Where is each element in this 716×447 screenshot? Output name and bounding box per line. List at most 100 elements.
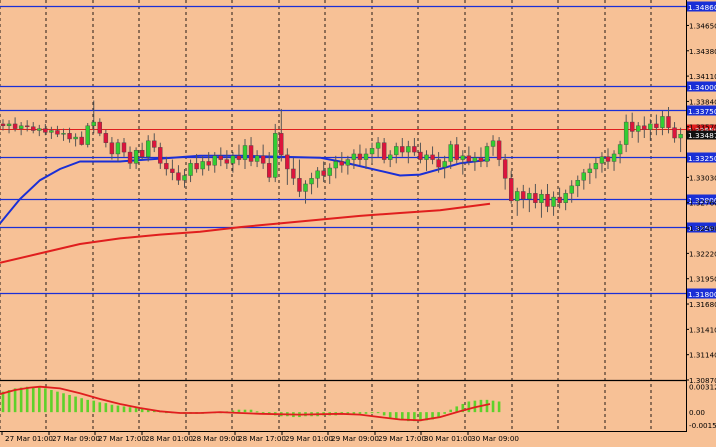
oscillator-bar	[485, 399, 489, 413]
candle-bear	[43, 128, 48, 133]
oscillator-bar	[104, 403, 108, 413]
level-label-box	[687, 194, 716, 205]
oscillator-bar	[110, 404, 114, 413]
candle-bear	[466, 155, 472, 162]
x-tick-label: 27 Mar 17:00	[98, 434, 146, 443]
level-label: 1.32500	[688, 224, 716, 233]
candle-bull	[327, 167, 332, 176]
candle-bull	[636, 125, 641, 132]
x-tick-label: 29 Mar 09:00	[331, 434, 379, 443]
oscillator-bar	[249, 409, 253, 413]
candle-bull	[49, 130, 54, 133]
candle-bull	[133, 149, 139, 164]
candle-bull	[515, 191, 520, 202]
candle-bear	[502, 159, 508, 179]
candle-bull	[351, 153, 357, 160]
oscillator-bar	[13, 388, 17, 413]
horizontal-levels: 1.34860 1.34000 1.33750 1.33250 1.32800 1.325…	[0, 1, 716, 299]
candle-bull	[182, 175, 187, 181]
candle-bull	[394, 146, 399, 156]
candle-bull	[188, 163, 193, 176]
candle-bear	[509, 178, 514, 202]
oscillator-bar	[128, 407, 132, 413]
candle-bear	[642, 125, 647, 130]
oscillator-bar	[491, 400, 495, 413]
candle-bear	[176, 172, 181, 181]
candle-bear	[206, 161, 211, 166]
oscillator-bar	[425, 412, 428, 421]
oscillator-bar	[449, 409, 452, 413]
candle-bear	[291, 168, 296, 179]
oscillator-bar	[497, 401, 501, 413]
oscillator-tick-label: -0.00156	[689, 421, 716, 430]
oscillator-bar	[455, 406, 459, 413]
candle-bear	[478, 157, 484, 162]
candle-bear	[339, 161, 344, 166]
candle-bear	[12, 123, 18, 129]
ma-fast-line	[0, 154, 491, 225]
candle-bull	[242, 145, 248, 160]
candle-bear	[224, 159, 230, 164]
candle-bull	[273, 133, 278, 178]
oscillator-tick-label: 0.00	[689, 408, 705, 417]
y-tick-label: 1.32490	[689, 224, 716, 233]
oscillator-signal-line	[0, 385, 491, 422]
candle-bull	[484, 146, 490, 162]
candle-bull	[569, 185, 574, 194]
candle-bear	[67, 133, 72, 140]
oscillator-bar	[231, 410, 235, 413]
oscillator-bar	[86, 399, 89, 413]
candle-bull	[660, 116, 665, 128]
candle-bull	[303, 183, 308, 192]
candle-bull	[551, 196, 556, 207]
candle-bear	[158, 147, 163, 164]
x-tick-label: 29 Mar 01:00	[285, 434, 333, 443]
candle-bear	[630, 121, 635, 132]
oscillator-bar	[98, 402, 102, 413]
candle-bull	[527, 193, 532, 200]
candle-bull	[85, 125, 90, 145]
level-label: 1.34000	[688, 83, 716, 92]
level-label-box	[687, 152, 716, 163]
oscillator-bar	[437, 412, 440, 418]
candle-bear	[454, 144, 459, 160]
candle-bull	[145, 140, 151, 157]
candle-bull	[309, 178, 314, 185]
candle-bull	[375, 142, 381, 149]
oscillator-bar	[407, 412, 410, 422]
candle-bull	[406, 146, 411, 153]
oscillator-bar	[461, 403, 465, 413]
level-label-box	[687, 81, 716, 92]
candle-bull	[593, 163, 599, 170]
oscillator-bar	[38, 387, 41, 413]
y-tick-label: 1.31410	[689, 325, 716, 334]
candle-bear	[430, 154, 435, 160]
moving-averages	[0, 154, 491, 264]
y-tick-label: 1.31680	[689, 300, 716, 309]
oscillator-bar	[467, 401, 471, 413]
candle-bull	[345, 159, 351, 166]
oscillator-bar	[255, 411, 259, 413]
oscillator-bar	[364, 412, 368, 414]
x-tick-label: 30 Mar 01:00	[424, 434, 472, 443]
y-tick-label: 1.34110	[689, 72, 716, 81]
oscillator-bar	[237, 409, 241, 413]
candle-bear	[496, 140, 502, 160]
level-label: 1.31800	[688, 290, 716, 299]
candle-bull	[617, 144, 623, 155]
candle-bear	[109, 142, 115, 155]
oscillator-panel: 0.003126 0.00 -0.00156	[0, 379, 716, 430]
oscillator-bar	[401, 412, 404, 421]
candle-bear	[533, 193, 538, 203]
candle-bear	[260, 155, 266, 164]
oscillator-bar	[31, 386, 35, 413]
price-line-label-box	[687, 124, 716, 135]
x-tick-label: 27 Mar 09:00	[52, 434, 100, 443]
oscillator-bar	[116, 405, 120, 413]
oscillator-bar	[50, 390, 53, 413]
ma-slow-line	[0, 202, 491, 264]
candle-bear	[121, 142, 127, 153]
candle-bull	[424, 154, 429, 160]
oscillator-bar	[394, 412, 398, 420]
